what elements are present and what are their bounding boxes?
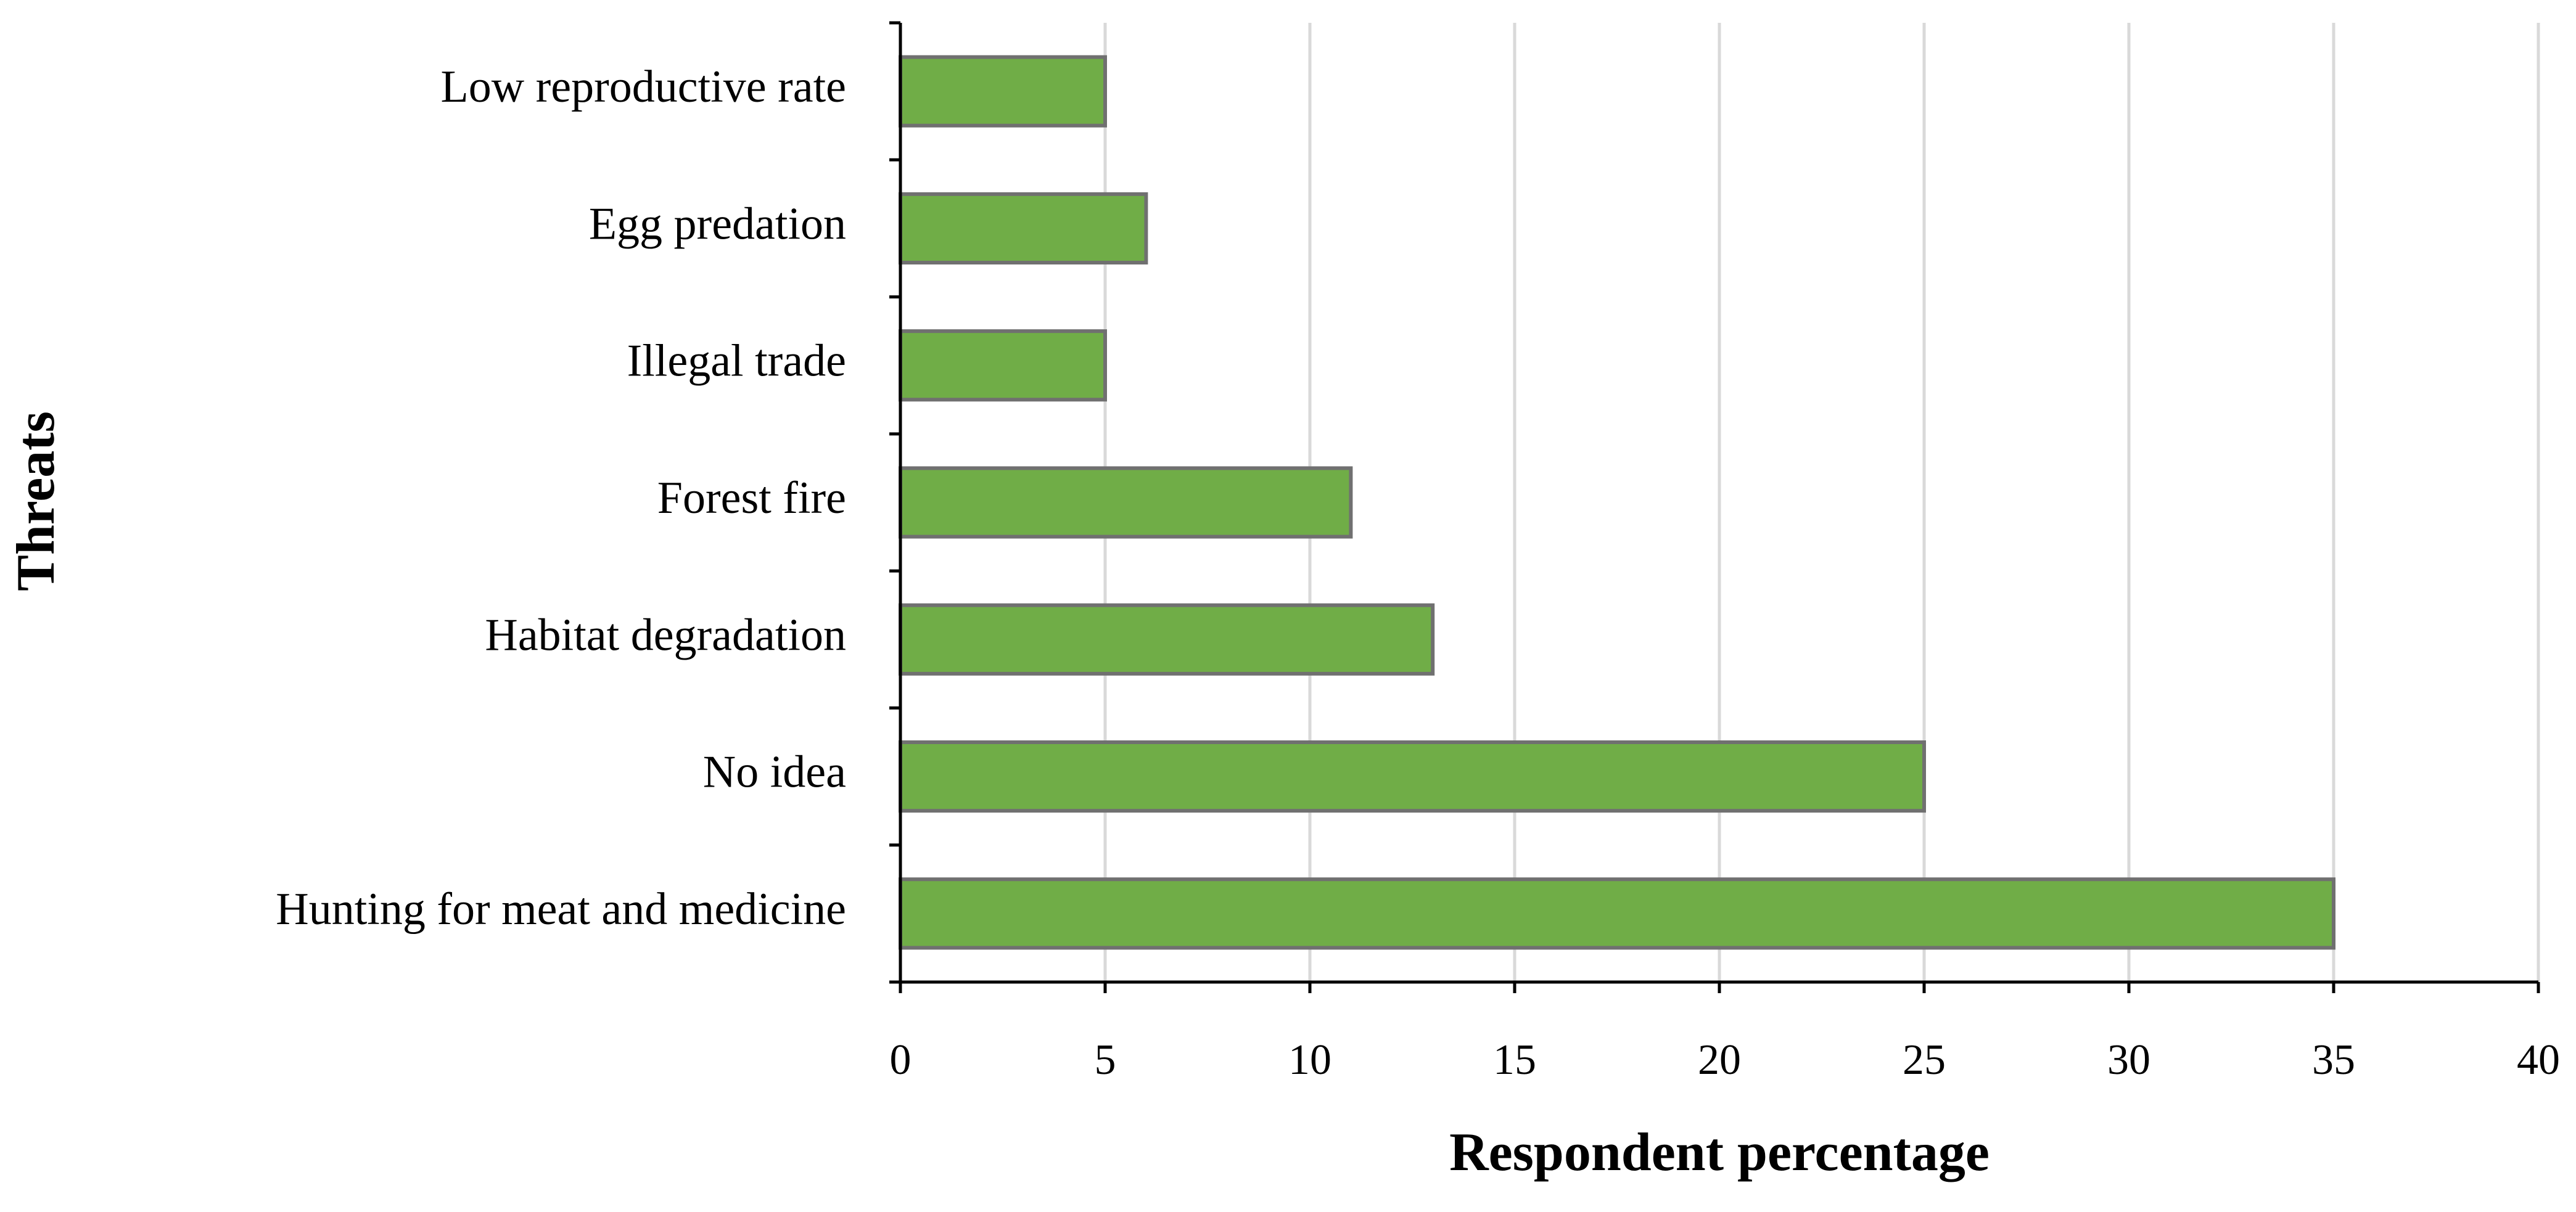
y-tick-label: Forest fire [657, 473, 846, 523]
bar [899, 877, 2335, 950]
x-tick-label: 30 [2107, 1036, 2150, 1084]
x-axis-title: Respondent percentage [1449, 1123, 1990, 1182]
y-tick-label: Low reproductive rate [441, 62, 846, 112]
y-tick-label: Hunting for meat and medicine [276, 884, 846, 935]
x-tick-label: 0 [890, 1036, 911, 1084]
y-tick-label: Egg predation [589, 199, 846, 249]
x-tick-label: 5 [1095, 1036, 1116, 1084]
bar [899, 466, 1353, 539]
bar [899, 192, 1148, 265]
x-tick-label: 40 [2517, 1036, 2560, 1084]
bar [899, 55, 1107, 128]
bar [899, 740, 1926, 813]
x-tick-label: 15 [1493, 1036, 1536, 1084]
x-tick-label: 35 [2312, 1036, 2355, 1084]
bar [899, 329, 1107, 402]
bar [899, 603, 1435, 676]
y-axis-title: Threats [6, 411, 66, 591]
x-tick-label: 20 [1698, 1036, 1741, 1084]
y-tick-label: No idea [703, 747, 846, 798]
y-tick-label: Illegal trade [627, 336, 846, 387]
x-tick-label: 25 [1903, 1036, 1946, 1084]
x-tick-label: 10 [1288, 1036, 1331, 1084]
y-tick-label: Habitat degradation [485, 610, 846, 660]
